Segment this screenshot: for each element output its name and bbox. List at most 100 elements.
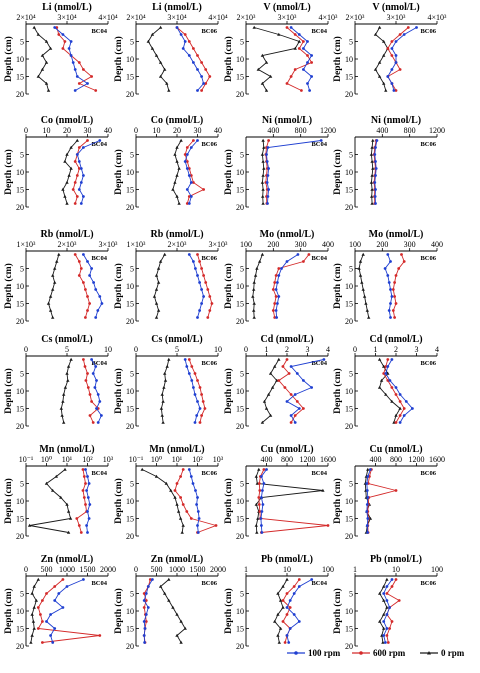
data-point	[306, 54, 309, 57]
y-tick-label: 20	[16, 90, 24, 99]
y-tick-label: 10	[16, 168, 24, 177]
data-point	[386, 75, 390, 78]
series-100-rpm	[259, 468, 268, 534]
data-point	[146, 585, 150, 588]
y-tick-label: 10	[236, 387, 244, 396]
data-point	[61, 33, 65, 36]
data-point	[196, 139, 199, 142]
data-point	[277, 357, 281, 361]
y-tick-label: 15	[16, 186, 24, 195]
panel-title: Ni (nmol/L)	[371, 115, 421, 126]
data-point	[198, 260, 202, 263]
series-100-rpm	[187, 253, 206, 319]
data-point	[192, 181, 195, 184]
series-line	[383, 579, 393, 643]
series-100-rpm	[386, 26, 418, 92]
data-point	[384, 392, 388, 396]
data-point	[389, 288, 392, 291]
data-point	[65, 371, 69, 375]
data-point	[59, 495, 63, 499]
data-point	[36, 74, 40, 78]
panel-title: Zn (nmol/L)	[151, 554, 204, 565]
data-point	[404, 400, 408, 403]
x-tick-label: 10	[214, 345, 222, 354]
x-tick-label: 2×10³	[58, 240, 78, 249]
x-tick-label: 4	[326, 345, 330, 354]
data-point	[266, 195, 270, 198]
series-600-rpm	[391, 253, 406, 319]
y-tick-label: 5	[20, 38, 24, 47]
data-point	[198, 421, 202, 424]
series-line	[184, 359, 201, 423]
y-tick-label: 15	[236, 625, 244, 634]
data-point	[167, 88, 171, 92]
series-100-rpm	[285, 358, 326, 424]
site-label: BC04	[311, 255, 327, 262]
data-point	[257, 467, 261, 471]
series-0-rpm	[159, 357, 171, 424]
data-point	[142, 599, 146, 602]
data-point	[163, 252, 167, 256]
data-point	[297, 33, 301, 36]
y-tick-label: 15	[16, 515, 24, 524]
x-tick-label: 200	[376, 240, 388, 249]
series-line	[143, 579, 153, 643]
data-point	[293, 46, 297, 50]
data-point	[382, 620, 386, 623]
data-point	[265, 160, 269, 163]
y-tick-label: 15	[236, 300, 244, 309]
site-label: BC04	[91, 141, 107, 148]
site-label: BC04	[311, 360, 327, 367]
data-point	[90, 358, 93, 361]
series-0-rpm	[61, 138, 79, 205]
data-point	[30, 612, 34, 616]
y-tick-label: 15	[236, 515, 244, 524]
y-tick-label: 20	[345, 532, 353, 541]
data-point	[391, 309, 395, 312]
y-tick-label: 20	[236, 317, 244, 326]
series-line	[56, 27, 96, 91]
data-point	[198, 309, 202, 312]
data-point	[394, 386, 398, 389]
data-point	[370, 159, 374, 163]
data-point	[274, 274, 278, 277]
y-tick-label: 15	[345, 405, 353, 414]
data-point	[208, 75, 212, 78]
data-point	[151, 578, 154, 581]
data-point	[385, 627, 389, 630]
data-point	[191, 482, 195, 485]
y-tick-label: 5	[20, 370, 24, 379]
x-tick-label: 40	[214, 126, 222, 135]
data-point	[183, 160, 187, 163]
data-point	[306, 61, 309, 64]
data-point	[195, 503, 199, 506]
data-point	[197, 517, 201, 520]
y-tick-label: 20	[16, 422, 24, 431]
x-tick-label: 10¹	[172, 455, 183, 464]
data-point	[164, 481, 168, 485]
data-point	[165, 81, 169, 85]
data-point	[394, 302, 398, 305]
series-line	[385, 359, 414, 423]
data-point	[77, 188, 81, 191]
x-tick-label: 1200	[429, 126, 445, 135]
data-point	[181, 523, 185, 527]
series-line	[387, 27, 417, 91]
legend-label: 100 rpm	[308, 648, 341, 658]
data-point	[187, 174, 191, 177]
series-0-rpm	[373, 25, 390, 92]
x-tick-label: 1500	[80, 565, 96, 574]
x-tick-label: 2×10³	[237, 13, 257, 22]
data-point	[81, 489, 85, 492]
data-point	[274, 288, 278, 291]
panel-title: Mo (nmol/L)	[369, 229, 424, 240]
data-point	[77, 146, 81, 149]
data-point	[167, 357, 171, 361]
data-point	[281, 584, 285, 588]
data-point	[365, 503, 369, 506]
data-point	[98, 400, 102, 403]
data-point	[394, 54, 398, 57]
y-tick-label: 10	[126, 607, 134, 616]
data-point	[185, 510, 189, 513]
